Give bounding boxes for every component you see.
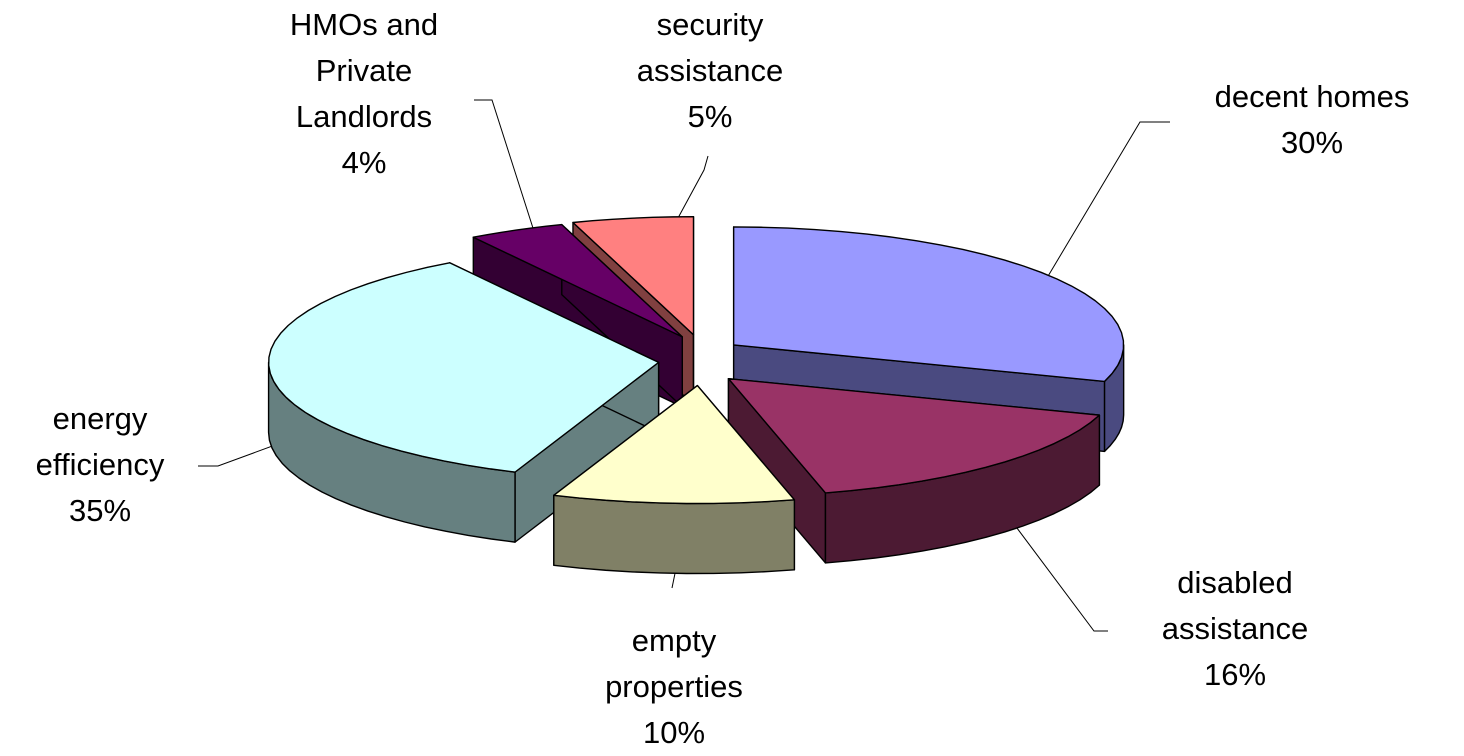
- leader-lines: [198, 99, 1170, 632]
- label-decent-homes-line1: decent homes: [1214, 79, 1410, 114]
- slice-top-security-assistance: [572, 216, 695, 336]
- label-energy-efficiency-pct: 35%: [68, 493, 132, 528]
- slice-top-decent-homes: [732, 226, 1125, 383]
- slice-top-hmos-private-landlords: [472, 223, 683, 338]
- label-energy-efficiency: energy efficiency 35%: [0, 396, 200, 534]
- label-security-assistance-line2: assistance: [636, 53, 784, 88]
- label-security-assistance: security assistance 5%: [580, 2, 840, 140]
- label-decent-homes-pct: 30%: [1280, 125, 1344, 160]
- pie-slices: [267, 216, 1125, 575]
- slice-energy-efficiency: [267, 262, 660, 543]
- label-disabled-assistance-line1: disabled: [1177, 565, 1293, 600]
- slice-top-disabled-assistance: [727, 377, 1101, 494]
- label-disabled-assistance-pct: 16%: [1203, 657, 1267, 692]
- label-security-assistance-pct: 5%: [687, 99, 733, 134]
- label-hmos-private-landlords: HMOs and Private Landlords 4%: [228, 2, 500, 186]
- label-energy-efficiency-line2: efficiency: [35, 447, 165, 482]
- leader-line-disabled-assistance: [983, 483, 1108, 632]
- label-decent-homes: decent homes 30%: [1162, 74, 1462, 166]
- label-energy-efficiency-line1: energy: [52, 401, 148, 436]
- label-empty-properties-pct: 10%: [642, 715, 706, 750]
- label-empty-properties-line2: properties: [605, 669, 743, 704]
- slice-side-empty-properties: [553, 494, 796, 575]
- slice-empty-properties: [553, 384, 796, 575]
- slice-disabled-assistance: [727, 377, 1101, 564]
- label-empty-properties-line1: empty: [631, 623, 717, 658]
- leader-line-decent-homes: [1034, 121, 1170, 299]
- label-hmos-line2: Private: [315, 53, 413, 88]
- slice-top-empty-properties: [553, 384, 796, 505]
- label-disabled-assistance-line2: assistance: [1161, 611, 1309, 646]
- label-hmos-line3: Landlords: [295, 99, 433, 134]
- leader-line-hmos: [474, 99, 549, 276]
- label-empty-properties: empty properties 10%: [544, 618, 804, 756]
- label-disabled-assistance: disabled assistance 16%: [1090, 560, 1380, 698]
- label-security-assistance-line1: security: [656, 7, 764, 42]
- slice-top-energy-efficiency: [268, 262, 660, 473]
- label-hmos-pct: 4%: [341, 145, 387, 180]
- label-hmos-line1: HMOs and: [289, 7, 439, 42]
